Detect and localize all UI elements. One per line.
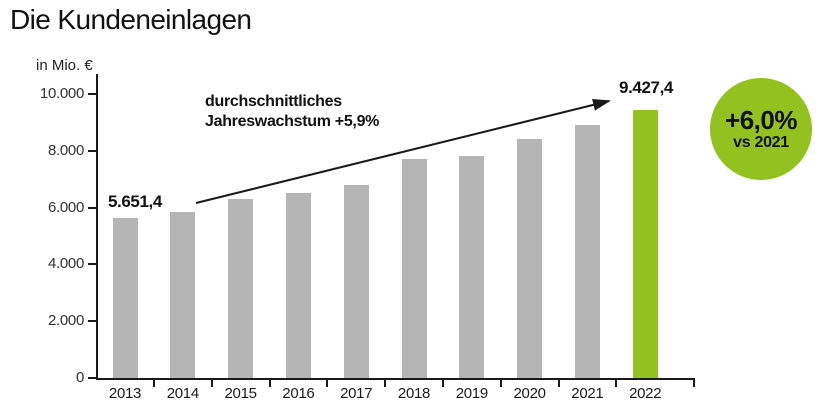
y-tick-8.000: [88, 149, 96, 152]
y-tick-label-0: 0: [75, 369, 84, 386]
x-tick-label-2019: 2019: [455, 385, 488, 402]
x-tick-label-2020: 2020: [513, 385, 546, 402]
y-tick-label-6.000: 6.000: [47, 198, 84, 216]
bar-2013: [112, 217, 138, 378]
bar-2020: [517, 139, 543, 378]
bar-2022: [632, 110, 658, 378]
x-tick-0: [152, 380, 155, 387]
y-tick-label-8.000: 8.000: [47, 141, 84, 159]
bar-2016: [285, 193, 311, 378]
y-axis-line: [96, 74, 98, 380]
bar-2019: [459, 156, 485, 378]
x-tick-5: [441, 380, 444, 387]
x-tick-1: [210, 380, 213, 387]
bar-2014: [170, 211, 196, 378]
y-tick-0: [88, 377, 96, 379]
growth-badge: +6,0% vs 2021: [710, 78, 812, 180]
x-tick-label-2014: 2014: [166, 385, 199, 402]
x-tick-label-2013: 2013: [108, 385, 142, 402]
y-tick-6.000: [88, 206, 96, 209]
x-tick-label-2016: 2016: [282, 385, 315, 402]
growth-annotation-line1: durchschnittliches: [205, 93, 342, 110]
x-tick-end: [693, 380, 695, 387]
bar-2021: [574, 125, 600, 378]
first-bar-value-label: 5.651,4: [108, 192, 162, 211]
x-tick-7: [557, 380, 560, 387]
x-tick-8: [615, 380, 618, 387]
growth-annotation: durchschnittliches Jahreswachstum +5,9%: [205, 92, 379, 132]
x-tick-label-2018: 2018: [397, 385, 431, 402]
page-title: Die Kundeneinlagen: [10, 4, 252, 35]
y-tick-10.000: [88, 93, 96, 95]
y-tick-label-2.000: 2.000: [47, 312, 84, 330]
y-tick-label-4.000: 4.000: [47, 255, 84, 273]
y-tick-2.000: [88, 320, 96, 323]
last-bar-value-label: 9.427,4: [619, 78, 673, 97]
x-axis-line: [96, 378, 695, 380]
bar-2015: [228, 199, 254, 378]
x-tick-label-2021: 2021: [571, 385, 604, 402]
growth-annotation-line2: Jahreswachstum +5,9%: [205, 113, 380, 130]
bar-2018: [401, 159, 427, 378]
badge-value: +6,0%: [725, 105, 797, 135]
y-tick-4.000: [88, 263, 96, 266]
x-tick-2: [268, 380, 271, 387]
x-tick-3: [326, 380, 329, 387]
y-axis-unit-label: in Mio. €: [36, 57, 93, 74]
y-tick-label-10.000: 10.000: [39, 85, 84, 102]
x-tick-6: [499, 380, 502, 387]
x-tick-label-2015: 2015: [224, 385, 257, 402]
bar-2017: [343, 184, 369, 378]
x-tick-label-2022: 2022: [629, 385, 662, 402]
x-tick-4: [384, 380, 387, 387]
x-tick-label-2017: 2017: [340, 385, 373, 402]
badge-caption: vs 2021: [733, 134, 789, 151]
